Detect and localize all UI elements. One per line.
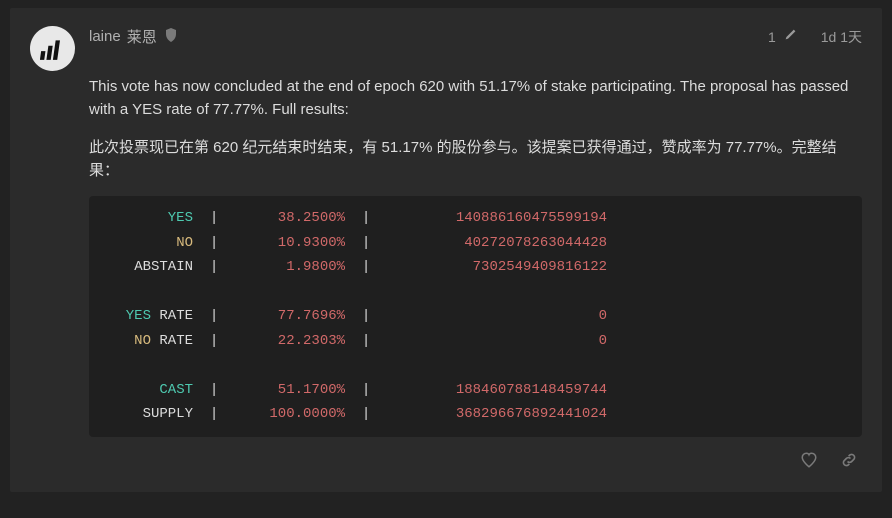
post-content: This vote has now concluded at the end o… [89,75,862,437]
post-meta: laine 莱恩 1 1d 1天 [89,26,862,47]
post-header: laine 莱恩 1 1d 1天 [30,26,862,71]
shield-icon [165,28,177,45]
forum-post: laine 莱恩 1 1d 1天 This vote has now concl… [10,8,882,492]
link-button[interactable] [840,451,858,474]
summary-chinese: 此次投票现已在第 620 纪元结束时结束，有 51.17% 的股份参与。该提案已… [89,136,862,183]
results-table: YES | 38.2500% | 140886160475599194NO | … [89,196,862,437]
like-button[interactable] [800,451,818,474]
author-username-cn: 莱恩 [127,26,157,47]
post-actions [30,451,862,474]
post-timestamp: 1d 1天 [821,27,862,47]
avatar[interactable] [30,26,75,71]
author-username[interactable]: laine [89,28,121,45]
avatar-bars-icon [40,36,66,62]
edit-count: 1 [768,29,776,45]
pencil-icon [784,28,797,46]
summary-english: This vote has now concluded at the end o… [89,75,862,122]
